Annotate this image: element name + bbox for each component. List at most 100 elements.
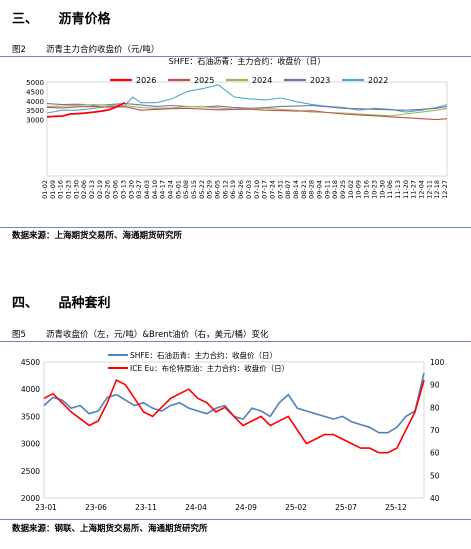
chart1-x-tick-label: 04-10: [151, 180, 159, 199]
chart1-x-tick-label: 05-08: [182, 180, 190, 199]
fig2-header: 图2 沥青主力合约收盘价（元/吨）: [0, 40, 471, 57]
chart1-x-tick-label: 01-16: [57, 180, 65, 199]
fig2-title: 沥青主力合约收盘价（元/吨）: [46, 45, 160, 55]
source-note-1: 数据来源：上海期货交易所、海通期货研究所: [12, 231, 183, 241]
chart1-x-tick-label: 01-09: [49, 180, 57, 199]
chart2-frame: [43, 361, 425, 499]
section3-title: 沥青价格: [58, 12, 111, 27]
chart2-legend-label: ICE Eu：布伦特原油：主力合约：收盘价（日）: [130, 363, 289, 373]
chart1-x-tick-label: 05-22: [198, 180, 206, 199]
chart1-x-tick-label: 04-17: [159, 180, 167, 199]
chart1-x-tick-label: 03-20: [127, 180, 135, 199]
chart2-right-tick-label: 90: [430, 381, 440, 390]
chart2-left-tick-label: 2500: [21, 467, 40, 476]
chart2-series-line: [43, 378, 425, 454]
chart1-x-tick-label: 07-03: [245, 180, 253, 199]
chart1-y-tick-label: 5000: [26, 79, 44, 87]
chart1-series-line: [46, 101, 126, 118]
chart1-series-line: [46, 103, 448, 111]
chart1-x-tick-label: 12-04: [417, 180, 425, 199]
chart1-x-tick-label: 07-31: [276, 180, 284, 199]
chart1-x-tick-label: 02-26: [104, 180, 112, 199]
chart1-x-tick-label: 11-20: [402, 180, 410, 199]
chart1-x-tick-label: 02-06: [80, 180, 88, 199]
chart1-x-tick-label: 11-06: [386, 180, 394, 199]
chart1-x-tick-label: 08-28: [308, 180, 316, 199]
section3-heading: 三、 沥青价格: [12, 8, 111, 27]
fig5-header: 图5 沥青收盘价（左，元/吨）&Brent油价（右，美元/桶）变化: [0, 325, 471, 342]
section4-number: 四、: [12, 296, 39, 311]
chart2-left-tick-label: 4000: [21, 385, 40, 394]
chart2-legend-label: SHFE：石油沥青：主力合约：收盘价（日）: [130, 350, 277, 360]
chart2-right-tick-label: 60: [430, 449, 440, 458]
chart1-x-tick-label: 04-03: [143, 180, 151, 199]
chart2-series-line: [43, 372, 425, 434]
chart1-x-tick-label: 12-27: [441, 180, 449, 199]
fig5-bottom-rule: [0, 519, 471, 520]
chart1-x-tick-label: 08-14: [292, 180, 300, 199]
section4-title: 品种套利: [58, 296, 111, 311]
chart1-x-tick-label: 10-16: [363, 180, 371, 199]
chart1-y-tick-label: 3000: [26, 117, 44, 125]
chart1-x-tick-label: 03-27: [135, 180, 143, 199]
chart1-x-tick-label: 06-19: [229, 180, 237, 199]
fig5-title: 沥青收盘价（左，元/吨）&Brent油价（右，美元/桶）变化: [46, 330, 269, 340]
chart2-right-tick-label: 70: [430, 426, 440, 435]
chart1-x-tick-label: 06-12: [221, 180, 229, 199]
fig2-label: 图2: [12, 45, 26, 55]
chart1-x-tick-label: 07-10: [253, 180, 261, 199]
section4-heading: 四、 品种套利: [12, 292, 111, 311]
chart2-right-tick-label: 80: [430, 403, 440, 412]
chart2-x-tick-label: 25-12: [385, 503, 407, 512]
chart1-legend-label: 2023: [310, 76, 330, 85]
chart1-x-tick-label: 10-30: [378, 180, 386, 199]
chart1-x-tick-label: 10-02: [347, 180, 355, 199]
chart1-x-tick-label: 06-26: [237, 180, 245, 199]
chart1-x-tick-label: 01-23: [65, 180, 73, 199]
chart1-x-tick-label: 03-06: [112, 180, 120, 199]
chart1-x-tick-label: 01-30: [72, 180, 80, 199]
chart2-x-tick-label: 24-09: [235, 503, 257, 512]
chart1-legend-label: 2026: [136, 76, 156, 85]
chart1-x-tick-label: 05-29: [206, 180, 214, 199]
chart1-x-tick-label: 11-27: [410, 180, 418, 199]
chart1-x-tick-label: 08-21: [300, 180, 308, 199]
chart2-left-tick-label: 2000: [21, 494, 40, 503]
chart1-x-tick-label: 10-23: [370, 180, 378, 199]
chart2-x-tick-label: 25-07: [335, 503, 357, 512]
chart1-legend-label: 2025: [194, 76, 214, 85]
chart2-right-tick-label: 100: [430, 358, 445, 367]
chart1-x-tick-label: 02-19: [96, 180, 104, 199]
chart2-left-tick-label: 4500: [21, 358, 40, 367]
chart2-right-tick-label: 40: [430, 494, 440, 503]
section3-number: 三、: [12, 12, 39, 27]
chart1-x-tick-label: 08-07: [284, 180, 292, 199]
chart1-x-tick-label: 09-11: [323, 180, 331, 199]
chart1-y-tick-label: 3500: [26, 107, 44, 115]
chart1-legend-label: 2022: [368, 76, 388, 85]
chart2-right-tick-label: 50: [430, 471, 440, 480]
chart1-legend-label: 2024: [252, 76, 272, 85]
chart1-frame: [46, 81, 448, 177]
chart1-x-tick-label: 03-13: [119, 180, 127, 199]
chart2-x-tick-label: 23-06: [85, 503, 107, 512]
chart1-x-tick-label: 07-24: [268, 180, 276, 199]
chart1-x-tick-label: 01-02: [41, 180, 49, 199]
chart2-left-tick-label: 3500: [21, 412, 40, 421]
chart1-x-tick-label: 02-13: [88, 180, 96, 199]
fig5-label: 图5: [12, 330, 26, 340]
chart1-x-tick-label: 05-15: [190, 180, 198, 199]
chart2-x-tick-label: 24-04: [185, 503, 207, 512]
chart2-x-tick-label: 23-11: [135, 503, 157, 512]
chart1-x-tick-label: 07-17: [261, 180, 269, 199]
chart1-x-tick-label: 09-25: [339, 180, 347, 199]
chart1-x-tick-label: 12-18: [433, 180, 441, 199]
chart2-x-tick-label: 23-01: [35, 503, 57, 512]
chart1-title: SHFE：石油沥青：主力合约：收盘价（日）: [169, 56, 326, 66]
fig2-bottom-rule: [0, 227, 471, 228]
chart1-x-tick-label: 11-13: [394, 180, 402, 199]
source-note-2: 数据来源：钢联、上海期货交易所、海通期货研究所: [12, 524, 208, 534]
chart2-x-tick-label: 25-02: [285, 503, 307, 512]
chart1-x-tick-label: 12-11: [425, 180, 433, 199]
